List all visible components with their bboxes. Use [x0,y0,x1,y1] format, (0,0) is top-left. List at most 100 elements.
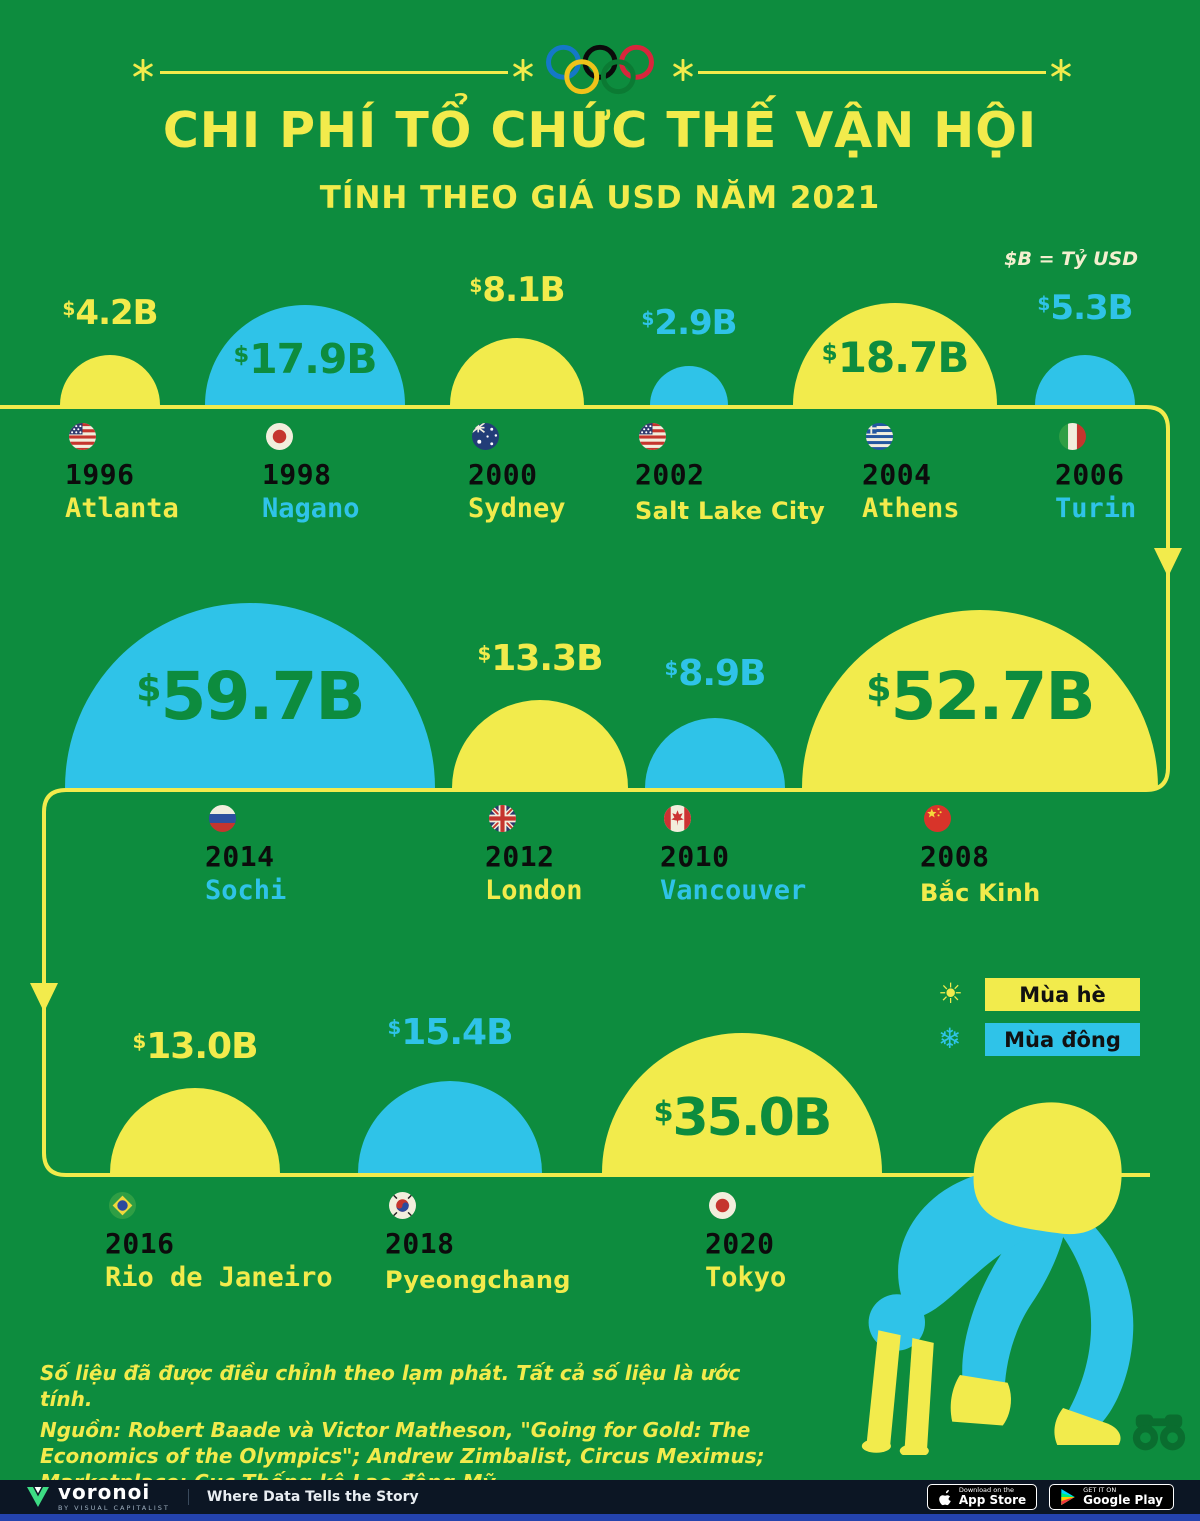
amount: 52.7B [890,658,1096,735]
game-year: 2006 [1055,458,1125,491]
cost-value-beijing: $52.7B [866,658,1096,735]
footer-tagline: Where Data Tells the Story [206,1489,419,1505]
brand-name: voronoi [58,1480,151,1504]
game-2020-tokyo: 2020 Tokyo [705,1192,786,1293]
cost-value-turin: $5.3B [1037,288,1133,328]
currency-sign: $ [866,666,891,710]
flag-uk-icon [489,805,516,832]
sparkle-icon [673,59,693,81]
flag-usa-icon [639,423,666,450]
footer-divider [187,1489,189,1505]
game-2006-turin: 2006 Turin [1055,423,1136,524]
game-2014-sochi: 2014 Sochi [205,805,286,906]
amount: 5.3B [1050,288,1133,328]
game-year: 2018 [385,1227,455,1260]
game-2018-pyeongchang: 2018 Pyeongchang [385,1192,571,1294]
game-year: 2008 [920,840,990,873]
game-year: 2000 [468,458,538,491]
game-city: Salt Lake City [635,497,826,525]
currency-sign: $ [136,666,161,710]
game-city: Rio de Janeiro [105,1262,333,1293]
game-1998-nagano: 1998 Nagano [262,423,360,524]
currency-sign: $ [477,642,491,666]
header-rule-right [698,71,1046,74]
currency-sign: $ [821,340,838,367]
cost-value-athens: $18.7B [821,333,970,382]
binoculars-icon [1132,1414,1186,1451]
currency-sign: $ [62,298,75,320]
game-year: 2012 [485,840,555,873]
game-2002-salt-lake-city: 2002 Salt Lake City [635,423,825,525]
flag-japan-icon [709,1192,736,1219]
flag-italy-icon [1059,423,1086,450]
sparkle-icon [1051,59,1071,81]
footnote: Số liệu đã được điều chỉnh theo lạm phát… [40,1360,792,1500]
game-city: Sydney [468,493,566,524]
google-play-line1: GET IT ON [1083,1485,1117,1494]
cost-value-rio: $13.0B [132,1026,258,1067]
game-year: 2020 [705,1227,775,1260]
game-city: Tokyo [705,1262,787,1293]
sprinter-illustration [861,1102,1134,1455]
app-store-badge[interactable]: Download on the App Store [926,1484,1038,1510]
game-city: Sochi [205,875,287,906]
flag-china-icon [924,805,951,832]
game-year: 1998 [262,458,332,491]
cost-value-nagano: $17.9B [233,335,377,383]
currency-sign: $ [664,657,679,681]
currency-sign: $ [387,1016,401,1040]
sparkle-icon [513,59,533,81]
currency-sign: $ [469,275,482,297]
brand-subtitle: BY VISUAL CAPITALIST [58,1504,170,1512]
amount: 8.9B [678,653,766,694]
flag-brazil-icon [109,1192,136,1219]
currency-sign: $ [653,1093,674,1128]
app-store-line2: App Store [958,1493,1027,1508]
cost-value-london: $13.3B [477,638,603,679]
flag-usa-icon [69,423,96,450]
game-city: London [485,875,583,906]
amount: 15.4B [401,1012,513,1053]
game-2016-rio: 2016 Rio de Janeiro [105,1192,333,1293]
game-year: 2016 [105,1227,175,1260]
game-year: 2004 [862,458,932,491]
apple-icon [939,1489,951,1505]
amount: 18.7B [837,333,970,382]
footer-bar: voronoi BY VISUAL CAPITALIST Where Data … [0,1480,1200,1514]
legend-summer: Mùa hè [985,978,1140,1011]
arrow-down-icon [30,983,58,1012]
cost-value-salt-lake-city: $2.9B [641,303,737,343]
amount: 59.7B [160,658,366,735]
flag-greece-icon [866,423,893,450]
amount: 13.3B [491,638,603,679]
game-year: 2010 [660,840,730,873]
game-city: Athens [862,493,960,524]
cost-value-sochi: $59.7B [136,658,366,735]
game-year: 2002 [635,458,705,491]
cost-value-tokyo: $35.0B [653,1088,833,1148]
game-city: Nagano [262,493,360,524]
google-play-badge[interactable]: GET IT ON Google Play [1049,1484,1174,1510]
game-2004-athens: 2004 Athens [862,423,960,524]
game-city: Vancouver [660,875,807,906]
game-year: 2014 [205,840,275,873]
game-city: Bắc Kinh [920,879,1041,907]
amount: 4.2B [75,293,158,333]
voronoi-logo-icon [27,1487,49,1507]
amount: 13.0B [146,1026,258,1067]
olympic-rings-icon [546,44,654,95]
amount: 17.9B [249,335,377,383]
legend-summer-label: Mùa hè [1019,982,1106,1007]
amount: 8.1B [482,270,565,310]
currency-sign: $ [132,1030,146,1054]
game-city: Turin [1055,493,1137,524]
cost-value-atlanta: $4.2B [62,293,158,333]
sparkle-icon [133,59,153,81]
arrow-down-icon [1154,548,1182,577]
game-2000-sydney: 2000 Sydney [468,423,566,524]
snowflake-icon: ❄ [938,1022,962,1055]
flag-australia-icon [472,423,499,450]
currency-sign: $ [641,308,654,330]
google-play-icon [1061,1489,1075,1505]
